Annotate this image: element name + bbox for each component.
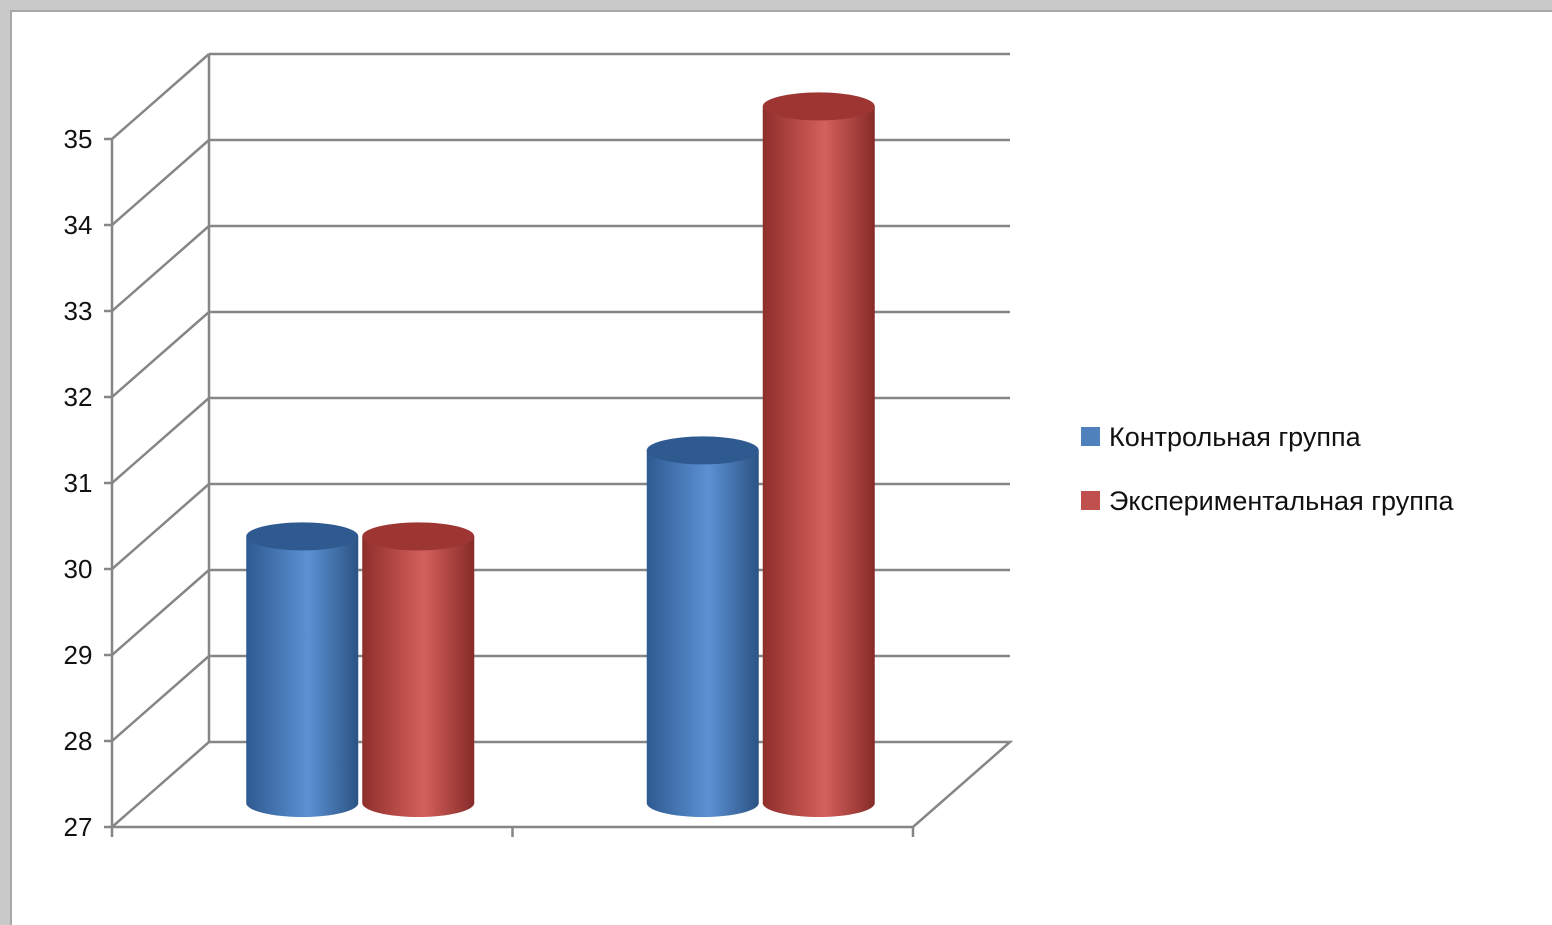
side-wall-line [111,483,210,570]
y-tick-label: 30 [64,554,93,584]
y-tick-label: 28 [64,726,93,756]
legend-swatch [1081,427,1100,446]
bar-top [362,522,475,551]
legend-label: Экспериментальная группа [1109,486,1454,516]
bar [246,522,359,818]
y-tick-label: 29 [64,640,93,670]
y-tick-label: 34 [64,210,93,240]
side-wall-line [111,311,210,398]
side-wall-line [111,225,210,312]
y-tick-label: 32 [64,382,93,412]
bar-top [762,92,875,121]
bar [362,522,475,817]
side-wall-line [111,139,210,226]
y-tick-label: 27 [64,812,93,842]
bar-body [362,536,475,817]
bar-body [646,450,759,818]
side-wall-line [111,741,210,828]
bar-top [646,436,759,465]
y-tick-label: 31 [64,468,93,498]
bar-top [246,522,359,551]
legend: Контрольная группа Экспериментальная груп… [1081,422,1454,516]
bar [762,92,875,818]
legend-label: Контрольная группа [1109,422,1362,452]
y-tick-label: 33 [64,296,93,326]
bar-body [246,536,359,818]
y-tick-label: 35 [64,124,93,154]
axes-layer: 27 28 29 30 31 32 33 34 35 [64,52,1014,842]
bars-layer [246,92,875,818]
side-wall-line [111,397,210,484]
side-wall-line [111,655,210,742]
legend-swatch [1081,491,1100,510]
bar-body [762,106,875,818]
bar [646,436,759,818]
side-wall-line [111,569,210,656]
side-wall-line [111,53,210,140]
